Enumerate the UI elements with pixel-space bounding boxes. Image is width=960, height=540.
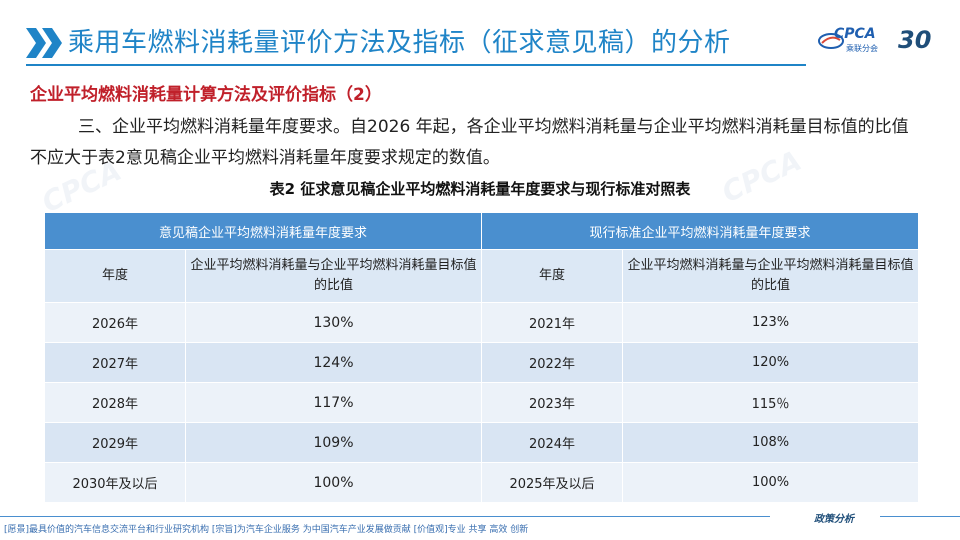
ratio-cell: 123% (622, 302, 920, 343)
year-cell: 2029年 (44, 422, 186, 463)
table-row: 2030年及以后 100% 2025年及以后 100% (44, 462, 920, 503)
ratio-cell: 115％ (622, 382, 920, 423)
footer-section-label: 政策分析 (814, 514, 854, 525)
title-divider (26, 64, 806, 66)
year-cell: 2026年 (44, 302, 186, 343)
table-caption: 表2 征求意见稿企业平均燃料消耗量年度要求与现行标准对照表 (269, 180, 691, 198)
comparison-table: 意见稿企业平均燃料消耗量年度要求 现行标准企业平均燃料消耗量年度要求 年度 企业… (43, 212, 920, 503)
table-row: 2029年 109% 2024年 108% (44, 422, 920, 463)
table-row: 2028年 117% 2023年 115％ (44, 382, 920, 423)
footer-divider (0, 516, 770, 517)
ratio-cell: 108% (622, 422, 920, 463)
ratio-cell: 124% (184, 342, 483, 383)
group-header-current: 现行标准企业平均燃料消耗量年度要求 (481, 212, 920, 250)
cpca-logo: CPCA 乘联分会 (818, 24, 888, 66)
table-row: 2027年 124% 2022年 120% (44, 342, 920, 383)
column-header-year: 年度 (44, 249, 186, 303)
ratio-cell: 130% (184, 302, 483, 343)
year-cell: 2028年 (44, 382, 186, 423)
column-header-ratio: 企业平均燃料消耗量与企业平均燃料消耗量目标值的比值 (622, 249, 920, 303)
year-cell: 2022年 (481, 342, 624, 383)
section-subtitle: 企业平均燃料消耗量计算方法及评价指标（2） (30, 85, 382, 105)
year-cell: 2024年 (481, 422, 624, 463)
column-header-year: 年度 (481, 249, 624, 303)
year-cell: 2030年及以后 (44, 462, 186, 503)
footer-divider (880, 516, 960, 517)
group-header-draft: 意见稿企业平均燃料消耗量年度要求 (43, 212, 483, 250)
anniversary-logo: 30 (898, 26, 942, 62)
ratio-cell: 100% (184, 462, 483, 503)
ratio-cell: 109% (184, 422, 483, 463)
ratio-cell: 100% (622, 462, 920, 503)
ratio-cell: 120% (622, 342, 920, 383)
ratio-cell: 117% (184, 382, 483, 423)
year-cell: 2025年及以后 (481, 462, 624, 503)
chevron-right-icon (26, 28, 62, 58)
footer-mission-text: [愿景]最具价值的汽车信息交流平台和行业研究机构 [宗旨]为汽车企业服务 为中国… (4, 525, 529, 535)
year-cell: 2021年 (481, 302, 624, 343)
table-row: 2026年 130% 2021年 123% (44, 302, 920, 343)
logo-subtext: 乘联分会 (846, 44, 878, 53)
year-cell: 2027年 (44, 342, 186, 383)
year-cell: 2023年 (481, 382, 624, 423)
car-swirl-icon (818, 33, 844, 49)
body-paragraph: 三、企业平均燃料消耗量年度要求。自2026 年起，各企业平均燃料消耗量与企业平均… (30, 117, 909, 168)
logo-text: CPCA (834, 26, 876, 42)
page-title: 乘用车燃料消耗量评价方法及指标（征求意见稿）的分析 (68, 28, 731, 58)
column-header-ratio: 企业平均燃料消耗量与企业平均燃料消耗量目标值的比值 (184, 249, 483, 303)
anniversary-number: 30 (898, 26, 932, 54)
